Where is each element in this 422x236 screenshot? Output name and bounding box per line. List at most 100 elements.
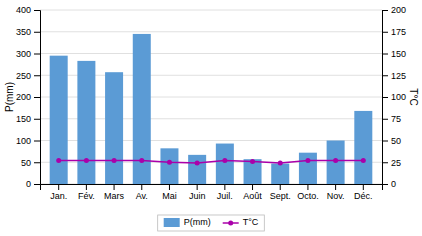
tick-mark [224,184,225,190]
tick-label: 175 [391,27,406,37]
tick-mark [382,10,388,11]
marker [139,158,144,163]
legend-label: P(mm) [184,217,211,227]
tick: 400 [16,5,40,15]
tick: 100 [16,136,40,146]
marker [333,158,338,163]
tick: 150 [382,49,406,59]
tick-mark [34,54,40,55]
tick-label: 25 [391,158,401,168]
line [59,161,364,164]
tick: 200 [382,5,406,15]
bar [160,148,178,184]
tick-label: Août [243,191,262,201]
tick: 50 [21,158,40,168]
tick-label: 350 [16,27,31,37]
bar [271,164,289,184]
tick-mark [34,119,40,120]
tick-label: Nov. [327,191,345,201]
tick-label: 100 [391,92,406,102]
marker [305,158,310,163]
bar [77,61,95,184]
tick: Jan. [50,184,67,201]
tick-label: 200 [16,92,31,102]
tick-mark [34,97,40,98]
tick: Nov. [327,184,345,201]
tick-label: Juin [189,191,206,201]
tick-label: 250 [16,71,31,81]
legend: P(mm) T°C [158,215,265,231]
tick-mark [197,184,198,190]
tick: 25 [382,158,401,168]
tick: 0 [382,179,396,189]
x-axis: Jan. Fév. Mars Av. Mai Juin Juil. Août Sept. Octo… [41,184,383,201]
legend-label: T°C [243,217,259,227]
tick-label: 50 [21,158,31,168]
y2-axis: 0 25 50 75 100 125 150 175 200 [382,5,406,189]
marker [84,158,89,163]
tick: 175 [382,27,406,37]
tick-mark [382,141,388,142]
bar-series [50,34,373,184]
tick-label: 400 [16,5,31,15]
marker [278,161,283,166]
bar [354,111,372,184]
tick: Mars [104,184,124,201]
grid-line [40,10,382,11]
grid-line [40,53,382,54]
tick-mark [34,141,40,142]
tick: 250 [16,71,40,81]
tick-mark [382,32,388,33]
tick-label: 150 [16,114,31,124]
tick: 300 [16,49,40,59]
tick-mark [169,184,170,190]
bar [216,144,234,184]
legend-item: P(mm) [164,217,211,227]
marker [167,160,172,165]
y-axis: 0 50 100 150 200 250 300 350 400 [16,5,41,189]
axis-title: T°C [408,88,419,105]
tick-label: Av. [136,191,148,201]
marker [250,159,255,164]
tick-mark [34,75,40,76]
tick-mark [382,75,388,76]
marker [112,158,117,163]
tick-label: 125 [391,71,406,81]
tick-mark [382,54,388,55]
tick: Sept. [270,184,291,201]
legend-swatch [164,218,180,227]
tick-label: 0 [26,179,31,189]
tick: 100 [382,92,406,102]
tick-label: 75 [391,114,401,124]
grid-line [40,31,382,32]
tick-mark [382,119,388,120]
tick: 0 [26,179,40,189]
tick: Juin [189,184,206,201]
tick-mark [58,184,59,190]
tick-mark [141,184,142,190]
bar [327,141,345,185]
bar [105,72,123,184]
axis-title: P(mm) [4,82,15,112]
tick: Juil. [217,184,233,201]
tick: 350 [16,27,40,37]
tick: 150 [16,114,40,124]
tick-label: 150 [391,49,406,59]
tick-mark [307,184,308,190]
marker [56,158,61,163]
tick-mark [34,10,40,11]
tick-label: 200 [391,5,406,15]
tick-mark [86,184,87,190]
tick-label: 300 [16,49,31,59]
chart: Jan. Fév. Mars Av. Mai Juin Juil. Août Sept. Octo… [0,0,422,236]
tick-label: Octo. [297,191,319,201]
tick-label: 0 [391,179,396,189]
tick-mark [280,184,281,190]
tick-label: Mai [162,191,177,201]
tick-label: 50 [391,136,401,146]
grid [40,10,382,184]
bar [188,155,206,184]
tick-label: Juil. [217,191,233,201]
tick-label: Fév. [78,191,95,201]
plot-area [50,34,373,184]
